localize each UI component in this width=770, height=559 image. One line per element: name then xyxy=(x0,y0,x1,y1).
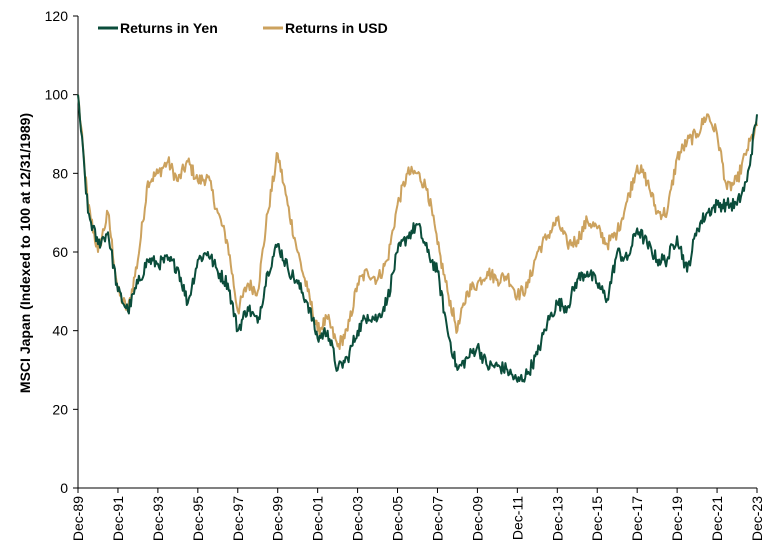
y-tick-label: 20 xyxy=(52,401,68,417)
x-tick-label: Dec-97 xyxy=(230,496,246,541)
y-tick-label: 80 xyxy=(52,165,68,181)
x-tick-label: Dec-99 xyxy=(270,496,286,541)
series-lines xyxy=(77,94,758,383)
legend: Returns in Yen Returns in USD xyxy=(98,20,388,36)
x-tick-label: Dec-21 xyxy=(709,496,725,541)
x-axis-ticks: Dec-89 Dec-91 Dec-93 Dec-95 Dec-97 Dec-99 Dec-… xyxy=(70,488,765,541)
x-tick-label: Dec-15 xyxy=(589,496,605,541)
series-line-returns-in-usd xyxy=(77,94,758,350)
x-tick-label: Dec-91 xyxy=(110,496,126,541)
x-tick-label: Dec-95 xyxy=(190,496,206,541)
x-tick-label: Dec-11 xyxy=(509,496,525,540)
legend-label: Returns in Yen xyxy=(120,20,218,36)
x-tick-label: Dec-09 xyxy=(469,496,485,541)
x-tick-label: Dec-93 xyxy=(150,496,166,541)
x-tick-label: Dec-19 xyxy=(669,496,685,541)
x-tick-label: Dec-03 xyxy=(350,496,366,541)
x-tick-label: Dec-23 xyxy=(749,496,765,541)
x-tick-label: Dec-89 xyxy=(70,496,86,541)
axes xyxy=(77,16,757,489)
y-tick-label: 120 xyxy=(45,8,69,24)
y-tick-label: 100 xyxy=(45,87,69,103)
y-tick-label: 0 xyxy=(60,480,68,496)
x-tick-label: Dec-07 xyxy=(429,496,445,541)
series-line-returns-in-yen xyxy=(77,94,758,383)
y-tick-label: 40 xyxy=(52,323,68,339)
x-tick-label: Dec-05 xyxy=(390,496,406,541)
y-tick-label: 60 xyxy=(52,244,68,260)
legend-label: Returns in USD xyxy=(285,20,388,36)
x-tick-label: Dec-17 xyxy=(629,496,645,541)
x-tick-label: Dec-01 xyxy=(310,496,326,541)
y-axis-title: MSCI Japan (Indexed to 100 at 12/31/1989… xyxy=(17,113,33,393)
x-tick-label: Dec-13 xyxy=(549,496,565,541)
y-axis-ticks: 0 20 40 60 80 100 120 xyxy=(45,8,78,496)
